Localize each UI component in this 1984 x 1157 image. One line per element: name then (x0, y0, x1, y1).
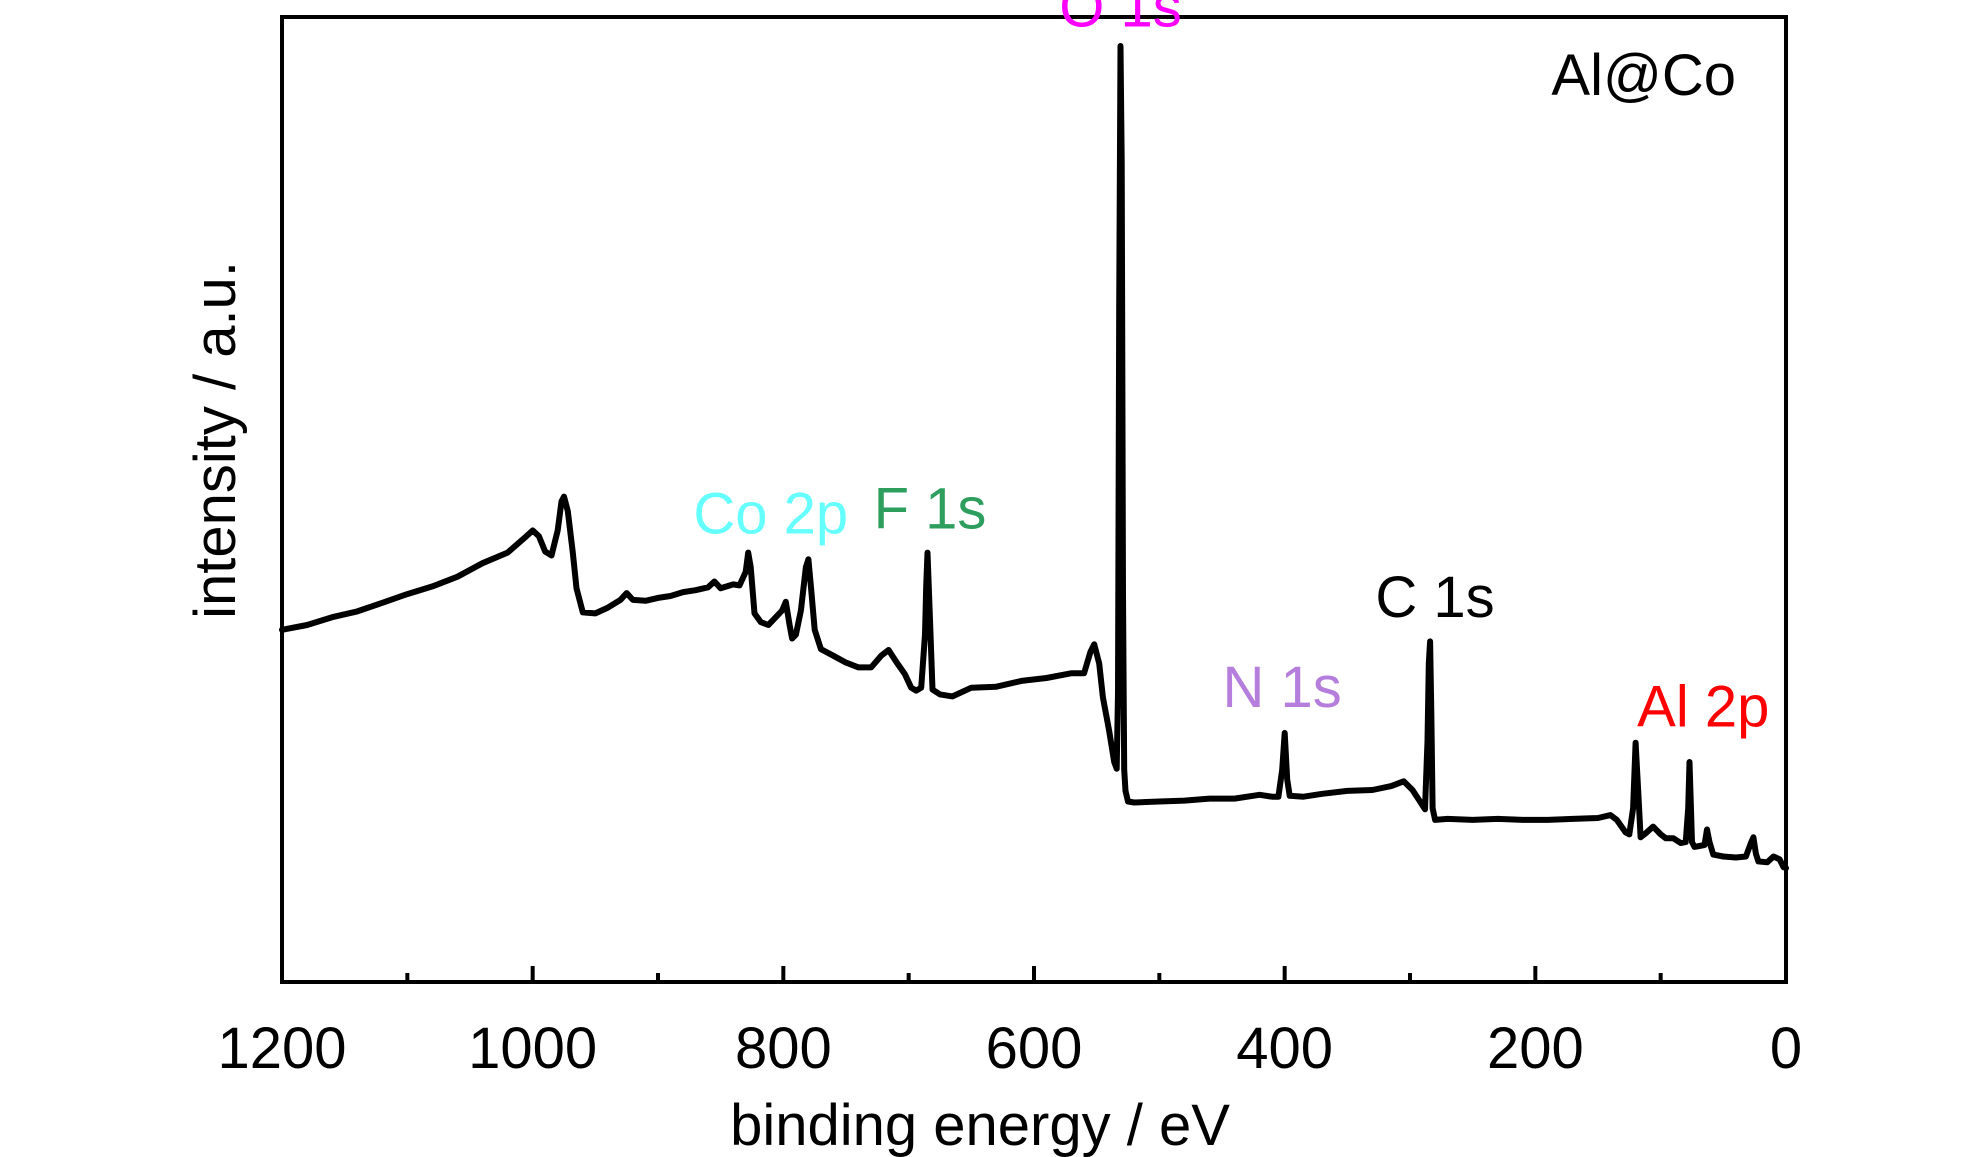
spectrum-line (279, 43, 1789, 872)
x-tick-label: 0 (1770, 1016, 1802, 1081)
peak-annotations: O 1s Co 2p F 1s N 1s C 1s Al 2p (693, 0, 1769, 739)
peak-label: C 1s (1375, 565, 1494, 630)
peak-label: N 1s (1223, 655, 1342, 720)
sample-label: Al@Co (1551, 43, 1736, 108)
x-axis-ticks (280, 966, 1788, 982)
plot-area: 1200 1000 800 600 400 200 0 O 1s Co 2p F 1s N 1s C… (217, 0, 1802, 1081)
x-tick-label: 200 (1487, 1016, 1584, 1081)
peak-label: Co 2p (693, 481, 848, 546)
peak-label: Al 2p (1637, 674, 1769, 739)
plot-frame (280, 15, 1788, 984)
peak-label: O 1s (1059, 0, 1182, 40)
x-tick-label: 800 (735, 1016, 832, 1081)
y-axis-title: intensity / a.u. (183, 261, 248, 619)
x-axis-title: binding energy / eV (730, 1093, 1230, 1157)
x-tick-label: 1200 (217, 1016, 346, 1081)
x-axis-tick-labels: 1200 1000 800 600 400 200 0 (217, 1016, 1802, 1081)
x-tick-label: 400 (1236, 1016, 1333, 1081)
x-tick-label: 600 (986, 1016, 1083, 1081)
x-tick-label: 1000 (468, 1016, 597, 1081)
peak-label: F 1s (874, 476, 987, 541)
